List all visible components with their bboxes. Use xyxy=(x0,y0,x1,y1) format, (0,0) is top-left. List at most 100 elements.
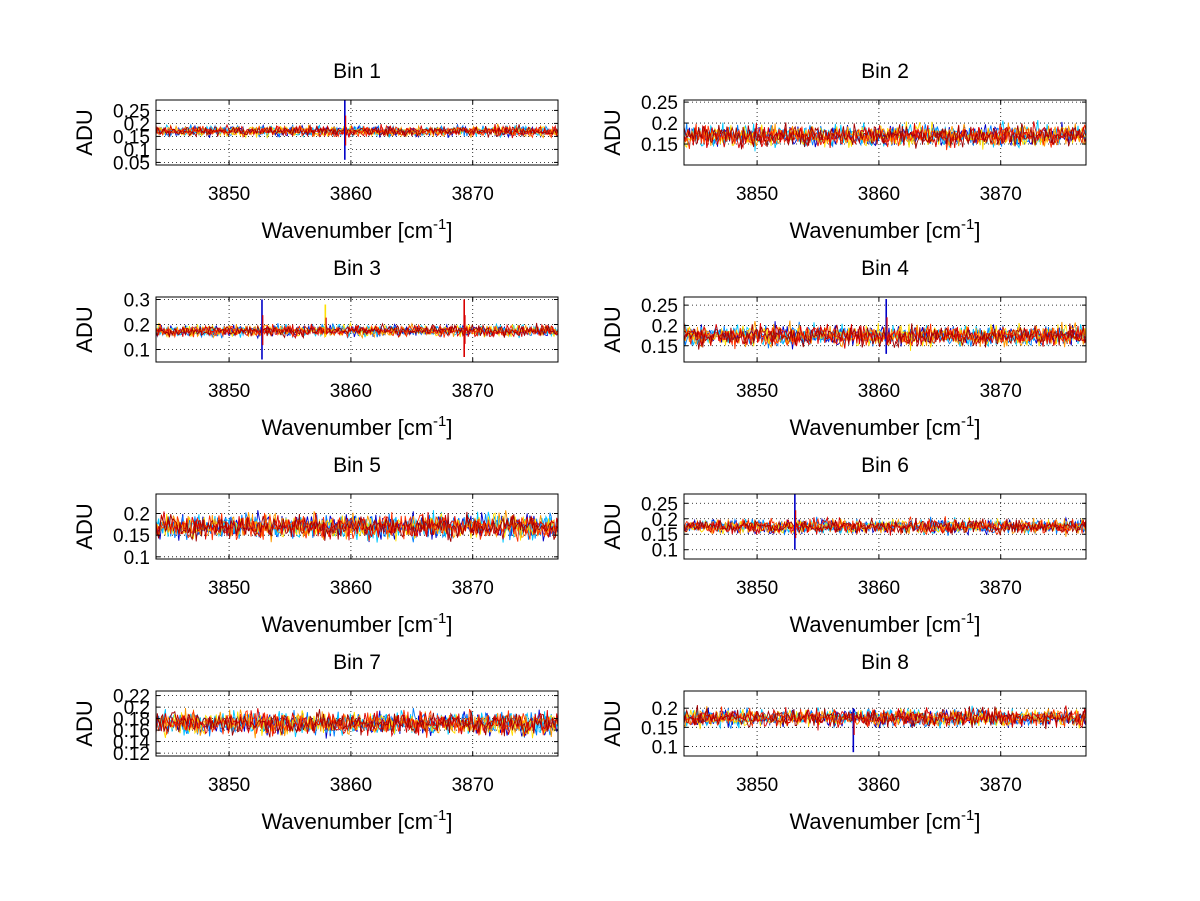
y-tick-label: 0.2 xyxy=(124,505,150,526)
y-tick-label: 0.15 xyxy=(641,718,678,739)
x-tick-label: 3860 xyxy=(858,775,900,796)
y-tick-label: 0.2 xyxy=(124,698,150,719)
axes-box xyxy=(155,690,559,757)
y-tick-label: 0.05 xyxy=(113,153,150,174)
y-tick-label: 0.2 xyxy=(124,316,150,337)
subplot-title: Bin 8 xyxy=(861,651,909,674)
axes-box xyxy=(683,296,1087,363)
y-tick-label: 0.3 xyxy=(124,291,150,312)
axes-box xyxy=(155,296,559,363)
series-line-5 xyxy=(684,517,1086,537)
subplot-bin-5: 3850 3860 3870 0.10.150.2 Bin 5 Wavenumber [c… xyxy=(72,454,559,637)
x-axis-label: Wavenumber [cm-1] xyxy=(789,216,980,243)
x-axis-label: Wavenumber [cm-1] xyxy=(261,216,452,243)
y-tick-label: 0.15 xyxy=(641,337,678,358)
x-tick-label: 3850 xyxy=(208,578,250,599)
x-tick-label: 3850 xyxy=(736,578,778,599)
series-line-7 xyxy=(684,121,1086,149)
y-axis-label: ADU xyxy=(72,503,97,549)
subplot-title: Bin 2 xyxy=(861,60,909,83)
series-line-8 xyxy=(684,517,1086,536)
y-tick-label: 0.1 xyxy=(652,541,678,562)
subplot-bin-4: 3850 3860 3870 0.150.20.25 Bin 4 Wavenumber [… xyxy=(600,257,1087,440)
subplot-bin-2: 3850 3860 3870 0.150.20.25 Bin 2 Wavenumber [… xyxy=(600,60,1087,243)
x-tick-label: 3870 xyxy=(452,578,494,599)
x-axis-label: Wavenumber [cm-1] xyxy=(789,413,980,440)
subplot-title: Bin 5 xyxy=(333,454,381,477)
y-tick-label: 0.1 xyxy=(124,140,150,161)
y-tick-label: 0.15 xyxy=(641,525,678,546)
series-line-8 xyxy=(684,705,1086,730)
subplot-title: Bin 3 xyxy=(333,257,381,280)
series-traces xyxy=(684,119,1086,152)
y-tick-label: 0.25 xyxy=(641,296,678,317)
x-axis-label: Wavenumber [cm-1] xyxy=(261,413,452,440)
x-axis-label: Wavenumber [cm-1] xyxy=(789,807,980,834)
series-line-7 xyxy=(684,705,1086,731)
x-tick-label: 3860 xyxy=(330,578,372,599)
series-traces xyxy=(684,299,1086,354)
subplot-bin-3: 3850 3860 3870 0.1 0.2 0.3 Bin 3 Wavenumber [cm… xyxy=(72,257,559,440)
x-tick-label: 3870 xyxy=(980,184,1022,205)
x-tick-label: 3870 xyxy=(452,775,494,796)
y-tick-label: 0.2 xyxy=(652,510,678,531)
y-axis-label: ADU xyxy=(600,306,625,352)
x-tick-label: 3860 xyxy=(858,578,900,599)
y-tick-label: 0.12 xyxy=(113,744,150,765)
x-tick-label: 3850 xyxy=(736,775,778,796)
y-tick-label: 0.14 xyxy=(113,733,150,754)
tick-marks xyxy=(156,494,558,559)
x-tick-label: 3850 xyxy=(208,775,250,796)
series-line-8 xyxy=(156,322,558,340)
axes-box xyxy=(155,99,559,166)
subplot-title: Bin 6 xyxy=(861,454,909,477)
y-tick-label: 0.25 xyxy=(113,101,150,122)
x-tick-label: 3870 xyxy=(980,775,1022,796)
tick-marks xyxy=(156,297,558,362)
tick-marks xyxy=(156,100,558,165)
x-tick-label: 3870 xyxy=(452,184,494,205)
y-axis-label: ADU xyxy=(72,306,97,352)
x-axis-label: Wavenumber [cm-1] xyxy=(261,807,452,834)
axes-box xyxy=(155,493,559,560)
x-tick-label: 3850 xyxy=(208,184,250,205)
subplot-title: Bin 1 xyxy=(333,60,381,83)
y-tick-label: 0.1 xyxy=(124,341,150,362)
series-line-8 xyxy=(156,124,558,138)
tick-marks xyxy=(684,297,1086,362)
y-tick-label: 0.15 xyxy=(113,526,150,547)
x-tick-label: 3850 xyxy=(208,381,250,402)
series-traces xyxy=(156,510,558,543)
y-axis-label: ADU xyxy=(72,700,97,746)
y-tick-label: 0.2 xyxy=(652,316,678,337)
y-tick-label: 0.15 xyxy=(113,127,150,148)
y-tick-label: 0.22 xyxy=(113,687,150,708)
axes-box xyxy=(683,493,1087,560)
series-line-4 xyxy=(684,322,1086,351)
y-tick-label: 0.2 xyxy=(652,114,678,135)
x-tick-label: 3870 xyxy=(980,578,1022,599)
series-line-8 xyxy=(684,323,1086,350)
series-line-8 xyxy=(156,511,558,542)
series-line-6 xyxy=(156,322,558,339)
series-line-7 xyxy=(684,323,1086,349)
y-axis-label: ADU xyxy=(600,503,625,549)
tick-marks xyxy=(684,691,1086,756)
y-tick-label: 0.18 xyxy=(113,710,150,731)
tick-marks xyxy=(684,494,1086,559)
y-tick-label: 0.16 xyxy=(113,721,150,742)
x-tick-label: 3850 xyxy=(736,381,778,402)
x-axis-label: Wavenumber [cm-1] xyxy=(261,610,452,637)
series-line-7 xyxy=(684,515,1086,536)
y-axis-label: ADU xyxy=(600,700,625,746)
x-tick-label: 3860 xyxy=(330,184,372,205)
series-line-8 xyxy=(156,709,558,738)
subplot-bin-1: 3850 3860 3870 0.050.10.150.20.25 Bin 1 Waven… xyxy=(72,60,559,243)
x-tick-label: 3860 xyxy=(858,381,900,402)
series-traces xyxy=(156,299,558,360)
x-tick-label: 3870 xyxy=(980,381,1022,402)
x-tick-label: 3860 xyxy=(330,775,372,796)
